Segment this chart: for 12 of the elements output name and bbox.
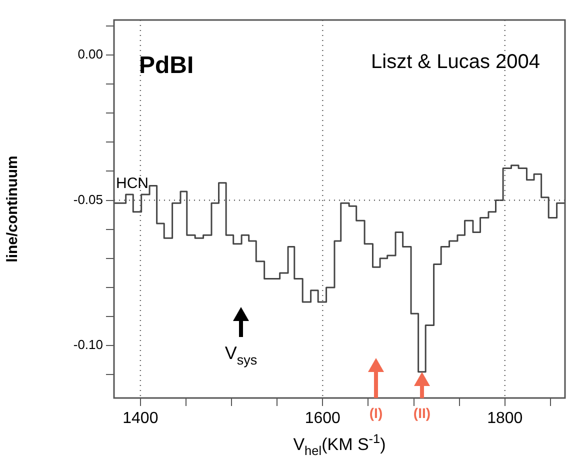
annotation: PdBI: [139, 52, 194, 79]
annotation: (II): [413, 405, 431, 421]
text: (I): [369, 405, 383, 421]
x-tick-label: 1800: [487, 410, 523, 428]
y-tick-label: 0.00: [78, 46, 103, 62]
annotation: Liszt & Lucas 2004: [371, 51, 540, 73]
y-tick-label: -0.05: [73, 192, 103, 207]
x-tick-label: 1400: [122, 410, 158, 428]
y-tick-label: -0.10: [73, 337, 103, 352]
x-tick-label: 1600: [304, 410, 341, 428]
y-axis-title: line/continuum: [4, 156, 22, 262]
annotation: HCN: [116, 175, 148, 192]
